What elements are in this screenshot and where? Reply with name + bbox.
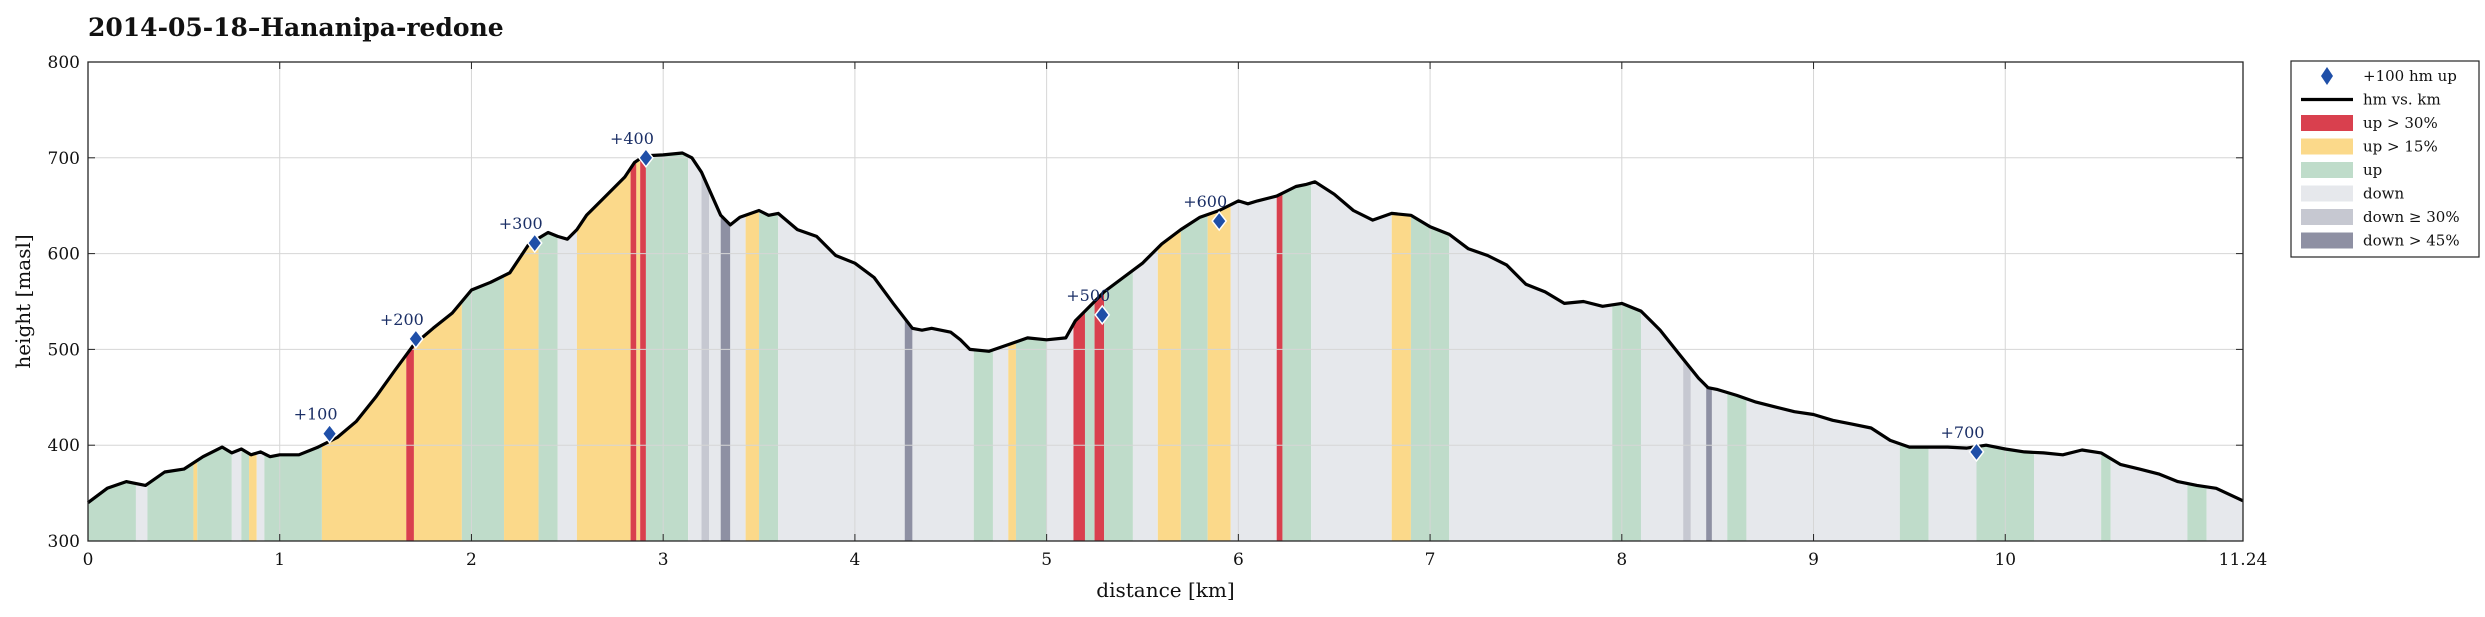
marker-label: +200 xyxy=(380,310,424,329)
legend-label: down ≥ 30% xyxy=(2363,208,2460,226)
legend-label: up > 15% xyxy=(2363,138,2438,156)
x-axis-label: distance [km] xyxy=(1096,578,1234,602)
y-tick-label: 300 xyxy=(48,532,80,552)
marker-diamond xyxy=(321,423,338,444)
x-tick-label: 6 xyxy=(1233,550,1244,570)
marker-diamond xyxy=(1968,441,1985,463)
segment-up30 xyxy=(640,62,646,541)
x-tick-label: 8 xyxy=(1616,550,1627,570)
y-tick-label: 700 xyxy=(48,149,80,169)
segment-down45 xyxy=(720,62,731,541)
legend: +100 hm up hm vs. km up > 30% up > 15% up dow… xyxy=(2290,60,2480,258)
y-tick-label: 400 xyxy=(48,436,80,456)
segment-up30 xyxy=(1276,62,1283,541)
legend-swatch-down45 xyxy=(2301,232,2353,249)
marker-diamond xyxy=(1094,304,1111,326)
marker-label: +600 xyxy=(1183,192,1227,211)
legend-label: down xyxy=(2363,185,2404,203)
marker-label: +700 xyxy=(1941,423,1985,442)
x-tick-label: 7 xyxy=(1425,550,1436,570)
legend-swatch-up30 xyxy=(2301,115,2353,131)
x-tick-label: 0 xyxy=(83,550,94,570)
legend-swatch-down xyxy=(2301,185,2353,202)
x-tick-label: 11.24 xyxy=(2219,550,2268,570)
segment-down xyxy=(688,62,702,541)
segment-up15 xyxy=(636,62,641,541)
marker-label: +100 xyxy=(294,405,338,424)
segment-down30 xyxy=(701,62,710,541)
x-tick-label: 2 xyxy=(466,550,477,570)
legend-label: up xyxy=(2363,161,2382,179)
legend-label: up > 30% xyxy=(2363,114,2438,132)
hm-markers: +100 +200 +300 +400 +500 +600 +700 xyxy=(294,129,1985,463)
marker-label: +300 xyxy=(499,214,543,233)
legend-label: hm vs. km xyxy=(2363,91,2441,109)
legend-swatch-up xyxy=(2301,162,2353,178)
x-tick-label: 9 xyxy=(1808,550,1819,570)
plot-frame xyxy=(87,61,2244,542)
legend-swatch-down30 xyxy=(2301,209,2353,225)
segment-up30 xyxy=(630,62,637,541)
marker-label: +400 xyxy=(610,129,654,148)
chart-title: 2014-05-18–Hananipa-redone xyxy=(88,13,504,42)
x-tick-label: 1 xyxy=(274,550,285,570)
marker-diamond xyxy=(407,328,424,350)
segment-down xyxy=(709,62,721,541)
legend-label: +100 hm up xyxy=(2363,67,2457,85)
y-tick-label: 800 xyxy=(48,53,80,73)
marker-label: +500 xyxy=(1066,286,1110,305)
segment-up30 xyxy=(1094,62,1105,541)
legend-marker-swatch xyxy=(2321,67,2333,85)
y-axis-label: height [masl] xyxy=(11,234,35,368)
elevation-line xyxy=(87,151,2244,504)
y-tick-label: 500 xyxy=(48,340,80,360)
elevation-line-layer xyxy=(87,151,2244,504)
x-tick-label: 5 xyxy=(1041,550,1052,570)
axis-ticks: 0 1 2 3 4 5 6 7 8 9 10 11.24 300 400 500 600 700 800 xyxy=(48,53,2268,570)
marker-diamond xyxy=(1211,210,1228,232)
legend-swatch-up15 xyxy=(2301,138,2353,155)
legend-label: down > 45% xyxy=(2363,232,2460,250)
marker-diamond xyxy=(526,232,543,254)
x-tick-label: 4 xyxy=(849,550,860,570)
x-tick-label: 10 xyxy=(1994,550,2016,570)
marker-diamond xyxy=(637,147,654,169)
segment-up xyxy=(645,62,664,541)
y-tick-label: 600 xyxy=(48,245,80,265)
x-tick-label: 3 xyxy=(658,550,669,570)
